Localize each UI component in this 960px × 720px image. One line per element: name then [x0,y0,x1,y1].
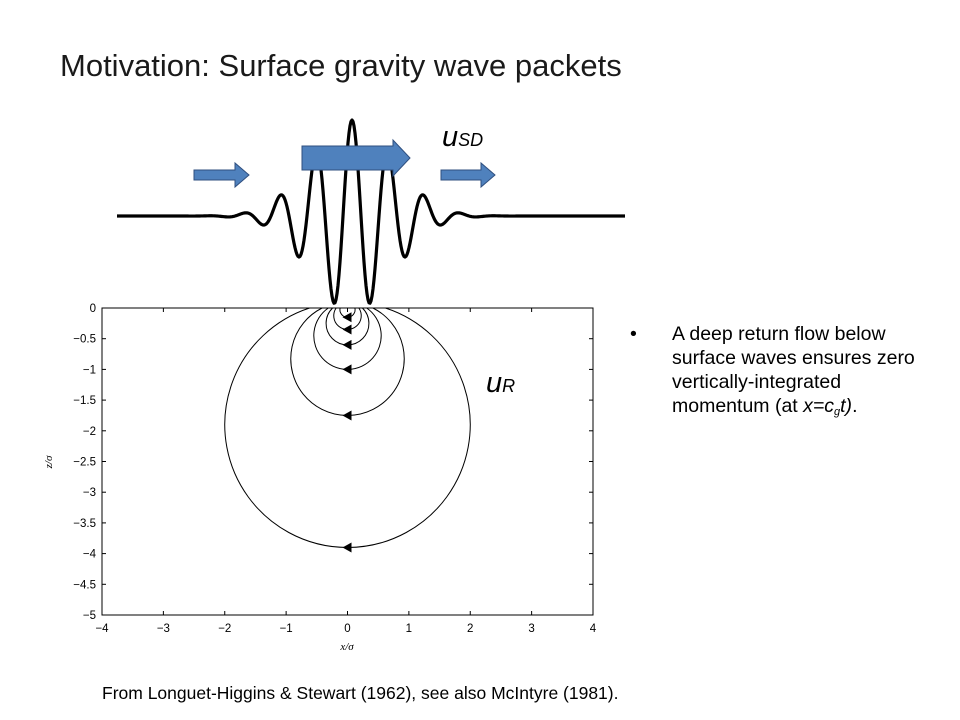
y-tick-label: −2 [83,426,96,438]
y-tick-label: −4 [83,549,97,561]
streamline [290,307,405,416]
x-tick-label: 3 [528,623,534,635]
return-flow-streamlines [224,307,471,553]
x-tick-label: −4 [95,623,109,635]
y-tick-label: −1.5 [73,395,96,407]
y-axis-label: z/σ [43,455,55,469]
streamline-arrowhead [342,324,352,335]
stokes-drift-label: uSD [442,121,483,153]
streamline-arrowhead [342,542,352,553]
y-tick-label: −3.5 [73,518,96,530]
streamline [325,307,370,346]
axis-ticks: −4 −3 −2 −1 0 1 2 3 4 0 −0.5 −1 −1.5 −2 −2.5 −3 −3.5 −4 −4… [73,303,597,635]
stokes-drift-arrow-center [301,138,411,178]
bullet-symbol: • [630,323,637,345]
y-tick-label: −1 [83,364,96,376]
x-tick-label: 0 [344,623,350,635]
x-axis-label: x/σ [339,641,354,653]
y-tick-label: −5 [83,610,96,622]
x-tick-label: −2 [218,623,231,635]
streamline-arrowhead [342,339,352,350]
x-tick-label: −1 [280,623,293,635]
stokes-drift-arrow-right [440,161,496,189]
y-tick-label: −2.5 [73,457,96,469]
y-tick-label: −3 [83,487,96,499]
streamline-arrowhead [342,364,352,375]
wave-packet-curve [116,118,626,305]
bullet-text: A deep return flow below surface waves e… [672,323,915,418]
y-tick-label: −4.5 [73,579,96,591]
return-flow-label: uR [486,367,515,399]
x-tick-label: 1 [406,623,412,635]
slide-title: Motivation: Surface gravity wave packets [60,48,622,83]
x-tick-label: 4 [590,623,597,635]
y-tick-label: −0.5 [73,334,96,346]
x-tick-label: 2 [467,623,473,635]
plot-frame [101,307,594,616]
x-tick-label: −3 [157,623,170,635]
citation: From Longuet-Higgins & Stewart (1962), s… [102,683,619,703]
streamline-arrowhead [342,410,352,421]
stokes-drift-arrow-left [193,161,250,189]
streamline-arrowhead [342,312,352,323]
y-tick-label: 0 [90,303,96,315]
